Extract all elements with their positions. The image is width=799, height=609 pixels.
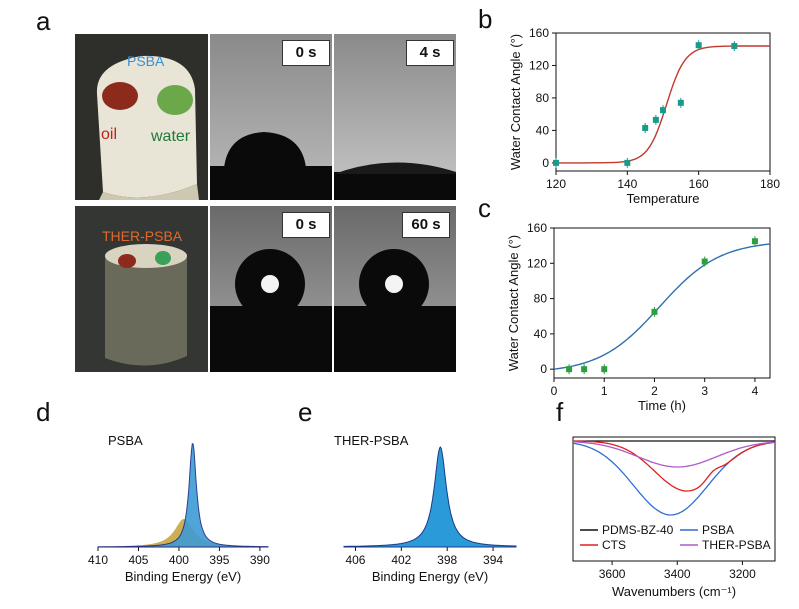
x-tick-label: 398 xyxy=(437,553,457,567)
x-axis-label: Time (h) xyxy=(638,398,686,413)
time-label-psba-4s: 4 s xyxy=(406,40,454,66)
x-tick-label: 120 xyxy=(546,177,566,191)
y-tick-label: 160 xyxy=(529,26,549,40)
legend-ther-psba: THER-PSBA xyxy=(334,433,409,448)
x-tick-label: 3 xyxy=(701,384,708,398)
x-tick-label: 4 xyxy=(752,384,759,398)
data-point xyxy=(695,42,702,49)
legend-psba: PSBA xyxy=(108,433,143,448)
oil-label: oil xyxy=(101,126,118,143)
series-line-ther-psba xyxy=(573,441,776,468)
x-tick-label: 3600 xyxy=(599,567,626,581)
plot-frame xyxy=(555,32,771,172)
panel-a-label: a xyxy=(36,6,51,36)
y-tick-label: 160 xyxy=(527,221,547,235)
x-tick-label: 402 xyxy=(391,553,411,567)
x-axis-label: Temperature xyxy=(627,191,700,206)
y-axis-label: Water Contact Angle (°) xyxy=(508,34,523,170)
x-tick-label: 160 xyxy=(689,177,709,191)
y-tick-label: 40 xyxy=(536,123,550,137)
x-tick-label: 405 xyxy=(128,553,148,567)
x-tick-label: 3200 xyxy=(729,567,756,581)
y-tick-label: 120 xyxy=(529,58,549,72)
x-tick-label: 0 xyxy=(551,384,558,398)
panel-c-label: c xyxy=(478,193,491,223)
x-tick-label: 3400 xyxy=(664,567,691,581)
x-tick-label: 180 xyxy=(760,177,780,191)
data-point xyxy=(581,366,588,373)
x-tick-label: 140 xyxy=(617,177,637,191)
x-tick-label: 2 xyxy=(651,384,658,398)
psba-sample-name: PSBA xyxy=(127,53,165,69)
plot-frame xyxy=(553,227,771,379)
data-point xyxy=(553,159,559,166)
panel-d-label: d xyxy=(36,397,51,427)
legend-label-pdms-bz-40: PDMS-BZ-40 xyxy=(602,523,674,537)
y-tick-label: 80 xyxy=(536,91,550,105)
panel-e-label: e xyxy=(298,397,313,427)
y-tick-label: 0 xyxy=(542,156,549,170)
legend-label-cts: CTS xyxy=(602,538,626,552)
data-point xyxy=(677,99,684,106)
x-axis-label: Binding Energy (eV) xyxy=(372,569,488,584)
x-tick-label: 400 xyxy=(169,553,189,567)
psba-sample-drawing xyxy=(75,34,208,200)
x-axis-label: Wavenumbers (cm⁻¹) xyxy=(612,584,736,599)
data-point xyxy=(651,308,658,315)
time-label-psba-0s: 0 s xyxy=(282,40,330,66)
component-peak-1 xyxy=(97,442,269,548)
y-axis-label: Water Contact Angle (°) xyxy=(506,235,521,371)
y-tick-label: 40 xyxy=(534,327,548,341)
time-label-ther-psba-60s: 60 s xyxy=(402,212,450,238)
fit-curve xyxy=(553,243,771,370)
data-point xyxy=(660,107,666,114)
time-label-ther-psba-0s: 0 s xyxy=(282,212,330,238)
data-point xyxy=(566,366,573,373)
ther-psba-sample-name: THER-PSBA xyxy=(102,228,183,244)
x-tick-label: 390 xyxy=(250,553,270,567)
series-line-psba xyxy=(572,441,776,516)
y-tick-label: 0 xyxy=(540,362,547,376)
legend-label-ther-psba: THER-PSBA xyxy=(702,538,771,552)
psba-droplet-frame-0s: 0 s xyxy=(210,34,332,200)
data-point xyxy=(652,116,659,123)
data-point xyxy=(731,42,738,49)
data-point xyxy=(642,124,649,131)
ther-psba-droplet-frame-60s: 60 s xyxy=(334,206,456,372)
ther-psba-sample-photo: THER-PSBA xyxy=(75,206,208,372)
x-tick-label: 410 xyxy=(88,553,108,567)
water-label: water xyxy=(151,128,191,145)
data-point xyxy=(751,238,758,245)
legend-label-psba: PSBA xyxy=(702,523,734,537)
x-tick-label: 395 xyxy=(209,553,229,567)
x-tick-label: 1 xyxy=(601,384,608,398)
data-point xyxy=(624,159,631,166)
panel-b-label: b xyxy=(478,4,493,34)
plot-frame xyxy=(572,436,776,562)
x-axis-label: Binding Energy (eV) xyxy=(125,569,241,584)
y-tick-label: 120 xyxy=(527,256,547,270)
x-tick-label: 406 xyxy=(345,553,365,567)
psba-sample-photo: PSBA oil water xyxy=(75,34,208,200)
series-line-cts xyxy=(573,440,776,492)
panel-f-label: f xyxy=(556,397,564,427)
data-point xyxy=(701,258,708,265)
data-point xyxy=(601,366,608,373)
component-peak-1 xyxy=(343,446,517,548)
ther-psba-droplet-frame-0s: 0 s xyxy=(210,206,332,372)
x-tick-label: 394 xyxy=(483,553,503,567)
ther-psba-sample-drawing xyxy=(75,206,208,372)
psba-droplet-frame-4s: 4 s xyxy=(334,34,456,200)
y-tick-label: 80 xyxy=(534,292,548,306)
